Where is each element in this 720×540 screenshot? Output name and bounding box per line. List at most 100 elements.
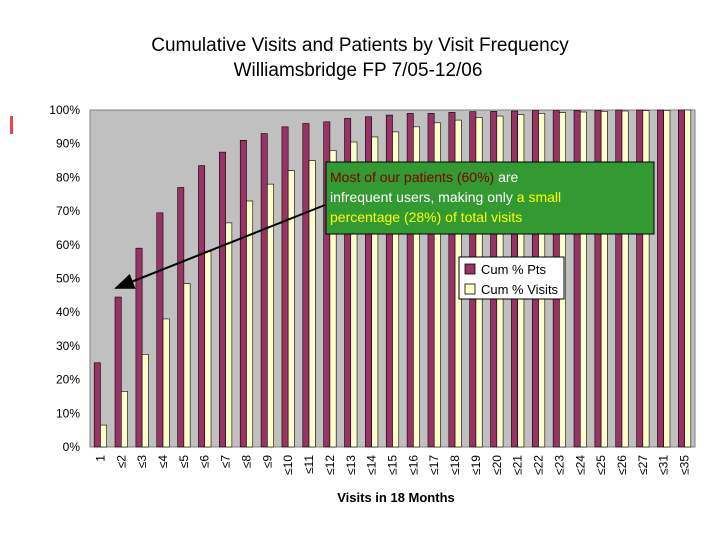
legend: Cum % Pts Cum % Visits	[458, 256, 565, 300]
x-tick-label: ≤11	[302, 455, 316, 474]
legend-swatch-pts	[464, 263, 476, 275]
x-axis-tick-labels: 1 ≤2 ≤3 ≤4 ≤5 ≤6 ≤7 ≤8 ≤9 ≤10 ≤11 ≤12 ≤13 ≤14 ≤15 ≤16 ≤1…	[93, 455, 691, 475]
bar-cum-visits	[392, 131, 400, 448]
x-tick-label: ≤14	[365, 455, 379, 475]
annotation-text: Most of our patients (60%) are infrequent…	[330, 169, 561, 225]
bar-cum-visits	[287, 170, 295, 448]
bar-cum-pts	[198, 165, 206, 448]
bar-cum-visits	[413, 126, 420, 448]
legend-box	[458, 256, 565, 300]
x-tick-label: ≤20	[490, 455, 504, 475]
bar-cum-visits	[579, 111, 587, 448]
legend-label-pts: Cum % Pts	[481, 262, 547, 277]
bar-cum-visits	[100, 424, 107, 448]
annotation-arrow	[114, 204, 326, 289]
bar-cum-visits	[642, 110, 650, 448]
bar-cum-visits	[225, 222, 233, 448]
x-axis-title: Visits in 18 Months	[337, 490, 455, 505]
x-tick-label: ≤24	[573, 455, 587, 475]
x-tick-label: ≤21	[511, 455, 525, 475]
bar-cum-pts	[302, 123, 310, 448]
bar-cum-pts	[156, 212, 164, 448]
x-tick-label: ≤9	[260, 455, 274, 469]
bar-cum-pts	[281, 126, 289, 448]
y-tick-label: 90%	[56, 137, 80, 151]
left-margin-mark	[10, 116, 13, 134]
x-tick-label: ≤2	[114, 455, 128, 469]
y-tick-label: 40%	[56, 305, 80, 319]
bar-cum-pts	[260, 133, 268, 448]
bar-cum-visits	[204, 251, 212, 448]
annotation-text-segment: Most of our patients (60%)	[330, 169, 498, 185]
bar-cum-visits	[308, 160, 316, 448]
bar-cum-visits	[600, 111, 608, 448]
bar-cum-visits	[433, 122, 441, 448]
bar-cum-visits	[329, 150, 337, 448]
x-tick-label: ≤25	[594, 455, 608, 475]
x-tick-label: ≤35	[678, 455, 692, 475]
x-tick-label: ≤22	[532, 455, 546, 475]
y-tick-label: 0%	[63, 440, 81, 454]
bar-cum-visits	[371, 136, 379, 448]
chart-title: Cumulative Visits and Patients by Visit …	[151, 35, 569, 56]
annotation-box	[325, 161, 655, 235]
bar-cum-visits	[246, 200, 254, 448]
bar-cum-pts	[93, 362, 101, 448]
annotation-callout: Most of our patients (60%) are infrequent…	[114, 161, 655, 289]
y-tick-label: 80%	[56, 170, 80, 184]
x-tick-label: ≤19	[469, 455, 483, 475]
x-tick-label: ≤23	[552, 455, 566, 475]
bar-cum-visits	[684, 109, 692, 448]
chart-subtitle: Williamsbridge FP 7/05-12/06	[234, 60, 483, 81]
bar-cum-visits	[663, 110, 671, 448]
x-tick-label: ≤4	[156, 455, 170, 469]
bar-cum-pts	[177, 187, 185, 448]
bar-cum-visits	[141, 354, 149, 448]
bar-cum-pts	[114, 296, 122, 448]
x-tick-label: ≤10	[281, 455, 295, 475]
annotation-text-segment: infrequent users, making only	[330, 189, 517, 205]
bar-cum-pts	[239, 140, 247, 448]
x-tick-label: ≤27	[636, 455, 650, 475]
y-tick-label: 100%	[49, 103, 80, 117]
x-tick-label: ≤18	[448, 455, 462, 475]
bar-cum-pts	[615, 109, 623, 448]
bar-cum-pts	[573, 110, 581, 448]
annotation-text-segment: percentage (28%) of total visits	[330, 209, 522, 225]
x-tick-label: ≤26	[615, 455, 629, 475]
x-tick-label: ≤5	[177, 455, 191, 469]
legend-swatch-visits	[464, 283, 476, 295]
x-tick-label: ≤13	[344, 455, 358, 475]
annotation-text-segment: are	[498, 169, 518, 185]
annotation-text-segment: a small	[517, 189, 561, 205]
y-axis-tick-labels: 0% 10% 20% 30% 40% 50% 60% 70% 80% 90% 100%	[49, 103, 80, 454]
y-tick-label: 50%	[56, 272, 80, 286]
y-tick-label: 60%	[56, 238, 80, 252]
x-tick-label: ≤7	[219, 455, 233, 469]
bar-cum-visits	[350, 141, 358, 448]
bar-cum-pts	[636, 109, 644, 448]
bar-cum-pts	[594, 110, 602, 448]
x-tick-label: ≤31	[657, 455, 671, 475]
bar-cum-visits	[267, 183, 274, 448]
x-tick-label: ≤16	[406, 455, 420, 475]
x-tick-label: ≤12	[323, 455, 337, 475]
bar-cum-pts	[657, 109, 665, 448]
x-tick-label: ≤3	[135, 455, 149, 469]
x-tick-label: 1	[93, 455, 107, 462]
x-tick-label: ≤8	[239, 455, 253, 469]
bar-cum-visits	[162, 318, 170, 448]
bar-cum-visits	[183, 283, 191, 448]
bar-cum-visits	[120, 391, 128, 448]
bar-cum-visits	[621, 110, 629, 448]
y-tick-label: 70%	[56, 204, 80, 218]
y-tick-label: 20%	[56, 373, 80, 387]
bar-cum-pts	[219, 151, 226, 448]
x-tick-label: ≤6	[198, 455, 212, 469]
bar-cum-pts	[678, 109, 685, 448]
bar-cum-pts	[135, 247, 143, 448]
y-tick-label: 10%	[56, 406, 80, 420]
legend-label-visits: Cum % Visits	[481, 282, 559, 297]
x-tick-label: ≤17	[427, 455, 441, 475]
